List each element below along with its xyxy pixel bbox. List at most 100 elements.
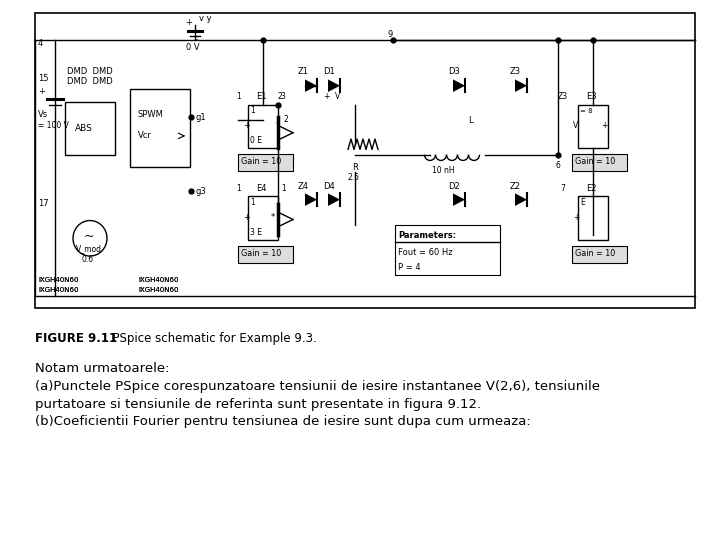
Text: 2.5: 2.5 — [348, 173, 360, 182]
Text: (a)Punctele PSpice corespunzatoare tensiunii de iesire instantanee V(2,6), tensi: (a)Punctele PSpice corespunzatoare tensi… — [35, 380, 600, 393]
Text: 7: 7 — [560, 184, 565, 193]
Text: E2: E2 — [586, 184, 596, 193]
Text: ABS: ABS — [75, 124, 93, 133]
Text: +: + — [243, 121, 250, 130]
Text: R: R — [352, 163, 358, 172]
Bar — [395, 225, 500, 275]
Polygon shape — [453, 79, 465, 92]
Text: 3: 3 — [280, 92, 285, 100]
Text: P = 4: P = 4 — [398, 263, 420, 272]
Bar — [238, 154, 293, 171]
Text: 17: 17 — [38, 199, 49, 208]
Text: IXGH40N60: IXGH40N60 — [38, 277, 78, 283]
Polygon shape — [305, 79, 317, 92]
Text: -: - — [196, 37, 199, 43]
Text: E: E — [580, 198, 585, 207]
Text: 15: 15 — [38, 74, 48, 83]
Text: IXGH40N60: IXGH40N60 — [38, 287, 78, 293]
Text: (b)Coeficientii Fourier pentru tensiunea de iesire sunt dupa cum urmeaza:: (b)Coeficientii Fourier pentru tensiunea… — [35, 415, 531, 428]
Text: 3 E: 3 E — [250, 227, 262, 237]
Text: V: V — [335, 92, 341, 100]
Text: D2: D2 — [448, 181, 460, 191]
Bar — [130, 89, 190, 167]
Text: IXGH40N60: IXGH40N60 — [38, 287, 78, 293]
Text: 2: 2 — [283, 114, 288, 124]
Polygon shape — [515, 193, 527, 206]
Text: = 100 V: = 100 V — [38, 121, 69, 130]
Text: 10 nH: 10 nH — [432, 166, 454, 175]
Text: Z3: Z3 — [558, 92, 568, 100]
Text: D1: D1 — [323, 66, 335, 76]
Text: g3: g3 — [196, 187, 207, 196]
Text: DMD  DMD: DMD DMD — [67, 77, 113, 86]
Bar — [578, 197, 608, 240]
Text: Z4: Z4 — [298, 181, 309, 191]
Text: 0.6: 0.6 — [82, 255, 94, 264]
Text: +: + — [38, 87, 45, 97]
Text: Vcr: Vcr — [138, 131, 152, 140]
Text: Gain = 10: Gain = 10 — [575, 249, 616, 259]
Text: E4: E4 — [256, 184, 266, 193]
Bar — [248, 197, 278, 240]
Text: 9: 9 — [388, 30, 393, 39]
Text: 1: 1 — [250, 106, 255, 115]
Text: Gain = 10: Gain = 10 — [241, 158, 282, 166]
Text: *: * — [271, 213, 275, 222]
Bar — [578, 105, 608, 148]
Text: 0 V: 0 V — [186, 43, 199, 51]
Text: Vs: Vs — [38, 111, 48, 119]
Text: D3: D3 — [448, 66, 460, 76]
Text: D4: D4 — [323, 181, 335, 191]
Text: IXGH40N60: IXGH40N60 — [38, 277, 78, 283]
Text: IXGH40N60: IXGH40N60 — [138, 277, 179, 283]
Text: 2: 2 — [278, 92, 283, 100]
Text: 0 E: 0 E — [250, 136, 262, 145]
Text: = 8: = 8 — [580, 108, 593, 114]
Text: Fout = 60 Hz: Fout = 60 Hz — [398, 248, 453, 258]
Text: Gain = 10: Gain = 10 — [241, 249, 282, 259]
Bar — [572, 246, 627, 264]
Bar — [248, 105, 278, 148]
Text: +: + — [601, 121, 608, 130]
Text: V: V — [573, 121, 578, 130]
Text: Notam urmatoarele:: Notam urmatoarele: — [35, 362, 169, 375]
Bar — [572, 154, 627, 171]
Text: ~: ~ — [84, 230, 94, 242]
Polygon shape — [328, 193, 340, 206]
Text: IXGH40N60: IXGH40N60 — [138, 287, 179, 293]
Text: +: + — [243, 213, 250, 222]
Polygon shape — [453, 193, 465, 206]
Bar — [65, 103, 115, 154]
Bar — [238, 246, 293, 264]
Text: 1: 1 — [236, 184, 240, 193]
Text: Gain = 10: Gain = 10 — [575, 158, 616, 166]
Text: 1: 1 — [281, 184, 286, 193]
Text: +: + — [323, 92, 329, 100]
Text: FIGURE 9.11: FIGURE 9.11 — [35, 332, 117, 345]
Text: IXGH40N60: IXGH40N60 — [138, 277, 179, 283]
Text: L: L — [468, 116, 472, 125]
Text: PSpice schematic for Example 9.3.: PSpice schematic for Example 9.3. — [105, 332, 317, 345]
Text: 6: 6 — [555, 160, 560, 170]
Text: Z2: Z2 — [510, 181, 521, 191]
Text: DMD  DMD: DMD DMD — [67, 66, 113, 76]
Text: 1: 1 — [250, 198, 255, 207]
Text: E3: E3 — [586, 92, 597, 100]
Text: Z1: Z1 — [298, 66, 309, 76]
Polygon shape — [515, 79, 527, 92]
Text: 4: 4 — [38, 39, 43, 49]
Text: 1: 1 — [236, 92, 240, 100]
Text: Parameters:: Parameters: — [398, 231, 456, 240]
Polygon shape — [328, 79, 340, 92]
Polygon shape — [305, 193, 317, 206]
Text: +: + — [573, 213, 580, 222]
Text: Z3: Z3 — [510, 66, 521, 76]
Text: IXGH40N60: IXGH40N60 — [138, 287, 179, 293]
Text: SPWM: SPWM — [138, 111, 164, 119]
Text: v y: v y — [199, 15, 212, 23]
Text: V_mod: V_mod — [76, 244, 102, 253]
Text: +: + — [185, 18, 192, 28]
Text: *: * — [276, 121, 280, 130]
Text: g1: g1 — [196, 112, 207, 122]
Text: purtatoare si tensiunile de referinta sunt presentate in figura 9.12.: purtatoare si tensiunile de referinta su… — [35, 398, 481, 411]
